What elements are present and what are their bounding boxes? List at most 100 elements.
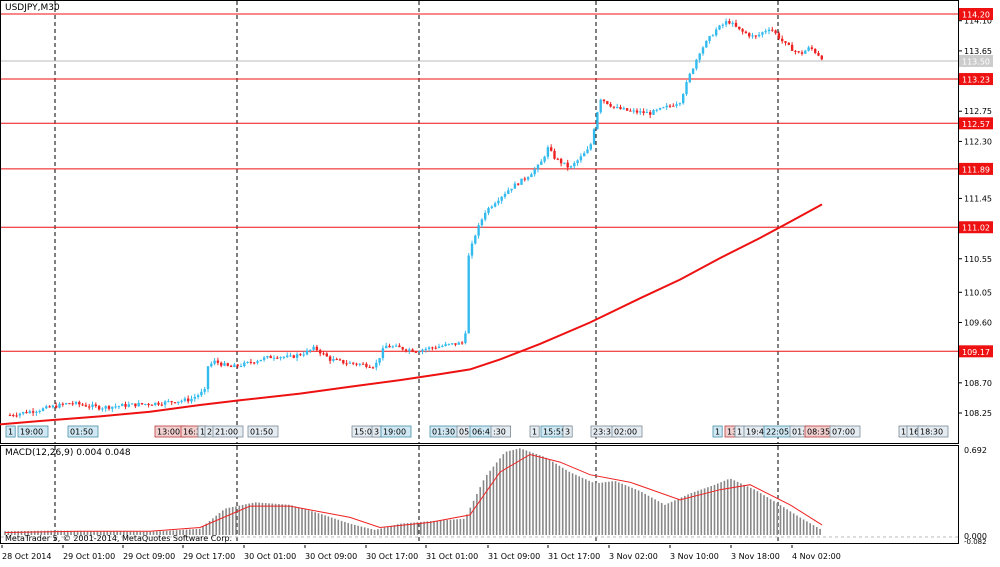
candle-body — [771, 29, 774, 31]
candle-body — [180, 400, 183, 402]
level-price-label: 113.23 — [962, 76, 990, 85]
candle-body — [15, 415, 18, 417]
candle-body — [253, 362, 256, 364]
candle-body — [381, 348, 385, 359]
level-price-label: 111.02 — [962, 224, 990, 233]
price-tick-label: 112.30 — [964, 137, 992, 146]
event-marker — [212, 425, 244, 438]
candle-body — [688, 73, 691, 83]
event-marker-label: 01: — [792, 428, 805, 437]
candle-body — [338, 359, 342, 361]
candle-body — [352, 362, 355, 364]
candle-body — [61, 403, 64, 405]
candle-body — [790, 44, 794, 51]
candle-body — [319, 350, 322, 354]
candle-body — [728, 21, 731, 24]
macd-title: MACD(12,26,9) 0.004 0.048 — [5, 448, 131, 458]
candle-body — [18, 413, 22, 416]
current-price-tag — [959, 54, 993, 67]
candle-body — [592, 129, 596, 145]
event-marker-label: 06:47 — [472, 428, 495, 437]
candle-body — [764, 31, 767, 33]
event-marker-label: 16: — [909, 428, 922, 437]
price-chart-pane[interactable]: 114.10 113.65 112.75 112.30 111.45 111.02 110.… — [0, 0, 1000, 445]
candle-body — [226, 363, 229, 366]
time-tick-label: 29 Oct 17:00 — [183, 552, 235, 561]
candle-body — [427, 347, 431, 349]
event-marker-label: 1 — [200, 428, 205, 437]
candle-body — [31, 411, 35, 413]
candle-body — [635, 110, 639, 113]
candle-body — [652, 110, 655, 115]
event-marker — [529, 425, 540, 438]
time-tick-label: 31 Oct 17:00 — [548, 552, 600, 561]
event-marker-label: 16:3 — [183, 428, 201, 437]
time-axis: 28 Oct 2014 29 Oct 01:00 29 Oct 09:00 29 Oc… — [1, 545, 841, 561]
candle-body — [457, 342, 460, 345]
candle-body — [748, 33, 751, 37]
candle-body — [272, 357, 276, 359]
level-price-tag — [959, 345, 993, 358]
candle-body — [111, 406, 114, 409]
candle-body — [487, 207, 490, 213]
candle-body — [210, 363, 213, 367]
candle-body — [665, 105, 668, 108]
candle-body — [721, 24, 724, 26]
price-tick-label: 112.75 — [964, 107, 992, 116]
candle-body — [589, 144, 592, 150]
candle-body — [493, 203, 497, 207]
candle-body — [474, 235, 477, 244]
macd-indicator-pane[interactable]: 0.692 0.000-0.082 MetaTrader 5, © 2001-201… — [0, 445, 1000, 545]
candle-body — [622, 108, 625, 110]
candle-body — [167, 401, 170, 403]
candle-body — [322, 353, 325, 355]
time-tick-label: 29 Oct 01:00 — [63, 552, 115, 561]
candle-body — [137, 403, 140, 407]
candle-body — [503, 193, 507, 197]
candle-body — [358, 363, 361, 365]
event-marker-label: 02:00 — [614, 428, 637, 437]
candle-body — [147, 403, 150, 405]
candle-body — [361, 363, 365, 365]
candle-body — [517, 183, 520, 185]
time-tick-label: 30 Oct 09:00 — [305, 552, 357, 561]
level-price-tag — [959, 162, 993, 175]
candle-body — [144, 403, 147, 405]
candle-body — [715, 29, 718, 36]
candle-body — [315, 346, 319, 351]
candle-body — [259, 359, 262, 362]
candle-body — [94, 404, 97, 406]
event-marker — [562, 425, 573, 438]
candle-body — [616, 107, 619, 109]
event-marker-label: 22:05 — [766, 428, 789, 437]
candle-body — [216, 360, 220, 363]
candle-body — [411, 349, 414, 352]
candle-body — [480, 219, 484, 226]
candle-body — [576, 160, 579, 164]
candle-body — [787, 42, 790, 45]
candle-body — [767, 29, 771, 32]
event-marker-label: :30 — [493, 428, 506, 437]
time-tick-label: 28 Oct 2014 — [2, 552, 51, 561]
candle-body — [718, 25, 721, 30]
candle-body — [556, 158, 559, 160]
candle-body — [81, 404, 84, 406]
candle-body — [599, 99, 602, 113]
candle-body — [262, 357, 266, 360]
macd-scale-zero: 0.000 — [964, 532, 987, 541]
candle-body — [533, 169, 536, 175]
copyright-text: MetaTrader 5, © 2001-2014, MetaQuotes So… — [5, 534, 232, 543]
candle-body — [619, 107, 622, 110]
candle-body — [286, 355, 289, 357]
candle-body — [130, 403, 134, 405]
candle-body — [365, 363, 368, 367]
candle-body — [682, 94, 685, 104]
candle-body — [309, 349, 312, 351]
candle-body — [378, 358, 381, 363]
candle-body — [345, 363, 348, 365]
candle-body — [579, 156, 583, 161]
candle-body — [559, 158, 563, 164]
candle-body — [187, 398, 190, 402]
event-marker-label: 1 — [715, 428, 720, 437]
